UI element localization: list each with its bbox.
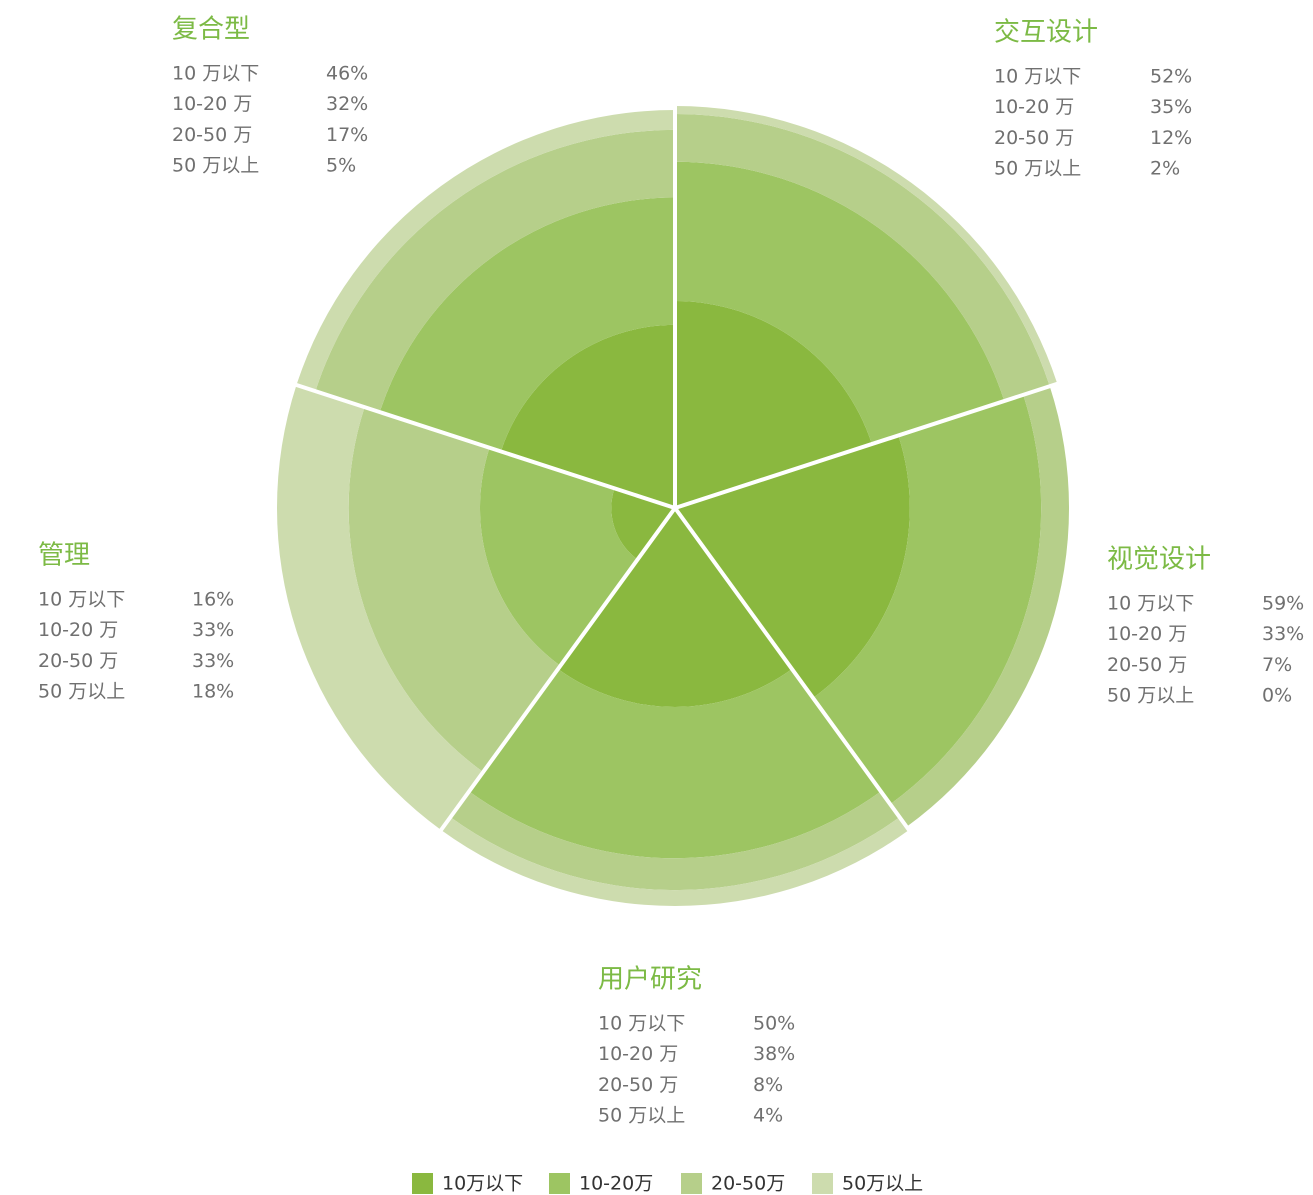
legend-swatch <box>549 1173 570 1194</box>
value-label: 46% <box>326 63 368 85</box>
value-label: 33% <box>1262 623 1304 645</box>
value-label: 35% <box>1150 96 1192 118</box>
legend-label: 50万以上 <box>842 1173 923 1195</box>
sector-segment <box>276 385 484 830</box>
row-label: 20-50 万 <box>38 650 118 672</box>
sector-segment <box>450 791 900 891</box>
value-label: 32% <box>326 93 368 115</box>
row-label: 10 万以下 <box>1107 593 1194 615</box>
sector-segment <box>675 106 1058 387</box>
value-label: 16% <box>192 589 234 611</box>
row-label: 10-20 万 <box>1107 623 1187 645</box>
legend-swatch <box>412 1173 433 1194</box>
sector-segment <box>890 386 1070 827</box>
row-label: 50 万以上 <box>38 681 125 703</box>
sector-divider <box>281 378 676 510</box>
row-label: 50 万以上 <box>1107 685 1194 707</box>
row-label: 20-50 万 <box>172 124 252 146</box>
row-label: 20-50 万 <box>994 127 1074 149</box>
value-label: 4% <box>753 1105 783 1127</box>
sector-divider <box>430 506 677 844</box>
sector-segment <box>558 508 792 708</box>
legend-swatch <box>681 1173 702 1194</box>
value-label: 8% <box>753 1074 783 1096</box>
value-label: 2% <box>1150 158 1180 180</box>
value-label: 50% <box>753 1013 795 1035</box>
sector-segment <box>441 817 909 907</box>
value-label: 33% <box>192 650 234 672</box>
sector-divider <box>673 506 920 844</box>
row-label: 10-20 万 <box>172 93 252 115</box>
sector-segment <box>315 129 675 413</box>
row-label: 10 万以下 <box>598 1013 685 1035</box>
row-label: 10-20 万 <box>598 1043 678 1065</box>
legend-swatch <box>812 1173 833 1194</box>
sector-segment <box>500 324 675 508</box>
sector-segment <box>675 113 1050 401</box>
sector-segment <box>348 407 561 773</box>
row-label: 10-20 万 <box>38 619 118 641</box>
sector-segment <box>469 668 881 859</box>
row-label: 50 万以上 <box>598 1105 685 1127</box>
row-label: 10-20 万 <box>994 96 1074 118</box>
value-label: 38% <box>753 1043 795 1065</box>
category-title: 管理 <box>38 541 90 571</box>
sector-segment <box>611 488 675 560</box>
value-label: 17% <box>326 124 368 146</box>
category-title: 交互设计 <box>994 18 1098 48</box>
value-label: 33% <box>192 619 234 641</box>
legend-label: 20-50万 <box>711 1173 785 1195</box>
row-label: 50 万以上 <box>172 155 259 177</box>
sector-segment <box>675 435 910 698</box>
value-label: 59% <box>1262 593 1304 615</box>
legend-label: 10万以下 <box>442 1173 523 1195</box>
sector-segment <box>379 197 675 452</box>
sector-segment <box>813 394 1042 805</box>
value-label: 12% <box>1150 127 1192 149</box>
row-label: 10 万以下 <box>172 63 259 85</box>
category-title: 用户研究 <box>598 965 702 995</box>
row-label: 20-50 万 <box>598 1074 678 1096</box>
sector-segment <box>675 161 1005 445</box>
row-label: 10 万以下 <box>38 589 125 611</box>
category-title: 视觉设计 <box>1107 545 1211 575</box>
value-label: 18% <box>192 681 234 703</box>
row-label: 10 万以下 <box>994 66 1081 88</box>
row-label: 50 万以上 <box>994 158 1081 180</box>
category-title: 复合型 <box>172 15 250 45</box>
row-label: 20-50 万 <box>1107 654 1187 676</box>
value-label: 5% <box>326 155 356 177</box>
value-label: 7% <box>1262 654 1292 676</box>
sector-divider <box>674 378 1069 510</box>
sector-segment <box>675 301 872 508</box>
value-label: 0% <box>1262 685 1292 707</box>
legend-label: 10-20万 <box>579 1173 653 1195</box>
value-label: 52% <box>1150 66 1192 88</box>
sector-segment <box>296 110 675 392</box>
